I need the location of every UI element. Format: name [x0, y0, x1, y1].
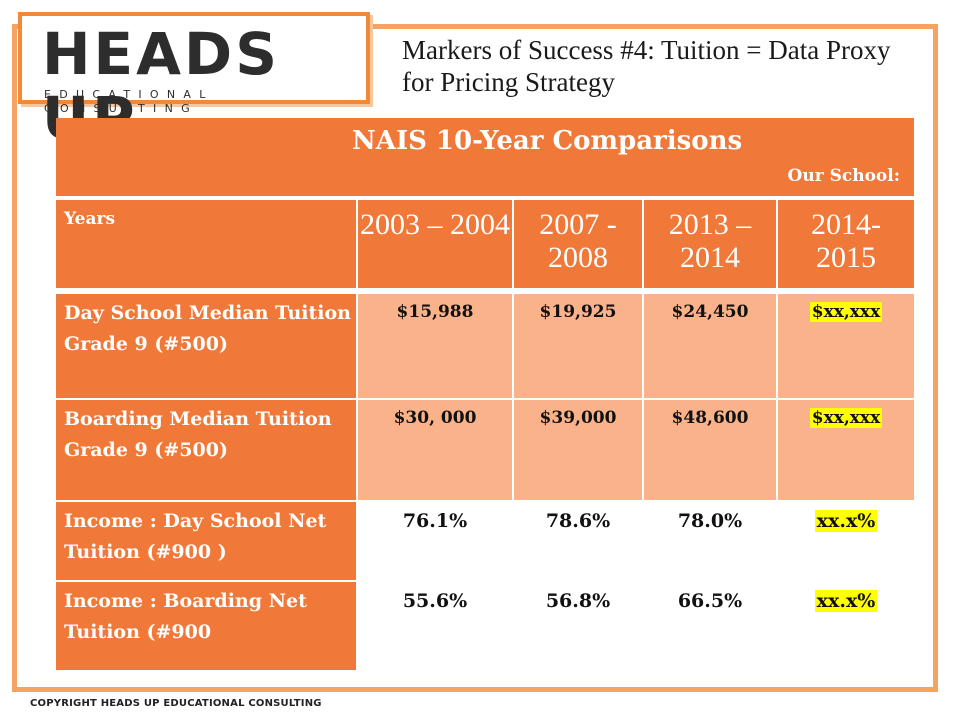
copyright-footer: COPYRIGHT HEADS UP EDUCATIONAL CONSULTIN… [30, 698, 322, 709]
row-label-boarding: Boarding Median Tuition Grade 9 (#500) [56, 400, 356, 500]
logo-tagline: EDUCATIONAL CONSULTING [44, 88, 214, 115]
row-label-day-school: Day School Median Tuition Grade 9 (#500) [56, 294, 356, 398]
table-cell: 55.6% [358, 582, 512, 670]
years-label: Years [56, 200, 356, 288]
table-title: NAIS 10-Year Comparisons [352, 126, 743, 156]
year-header-4: 2014- 2015 [778, 200, 914, 288]
slide-title: Markers of Success #4: Tuition = Data Pr… [402, 35, 891, 97]
table-header: NAIS 10-Year Comparisons Our School: [56, 118, 914, 196]
table-cell-placeholder: $xx,xxx [778, 400, 914, 500]
table-cell: 56.8% [514, 582, 642, 670]
row-label-income-boarding: Income : Boarding Net Tuition (#900 [56, 582, 356, 670]
highlighted-value: xx.x% [814, 590, 878, 612]
heads-up-logo: HEADS UP EDUCATIONAL CONSULTING [18, 12, 370, 150]
highlighted-value: $xx,xxx [809, 302, 883, 322]
row-label-income-day-school: Income : Day School Net Tuition (#900 ) [56, 502, 356, 580]
table-cell: $39,000 [514, 400, 642, 500]
table-cell: 66.5% [644, 582, 776, 670]
table-cell-placeholder: xx.x% [778, 582, 914, 670]
year-header-3: 2013 – 2014 [644, 200, 776, 288]
table-cell: $19,925 [514, 294, 642, 398]
table-cell: 78.0% [644, 502, 776, 580]
table-cell: $15,988 [358, 294, 512, 398]
table-cell-placeholder: xx.x% [778, 502, 914, 580]
table-cell: $24,450 [644, 294, 776, 398]
table-cell-placeholder: $xx,xxx [778, 294, 914, 398]
table-cell: 78.6% [514, 502, 642, 580]
year-header-1: 2003 – 2004 [358, 200, 512, 288]
table-cell: $48,600 [644, 400, 776, 500]
highlighted-value: $xx,xxx [809, 408, 883, 428]
highlighted-value: xx.x% [814, 510, 878, 532]
table-cell: $30, 000 [358, 400, 512, 500]
year-header-2: 2007 - 2008 [514, 200, 642, 288]
table-subtitle: Our School: [787, 166, 900, 186]
table-cell: 76.1% [358, 502, 512, 580]
